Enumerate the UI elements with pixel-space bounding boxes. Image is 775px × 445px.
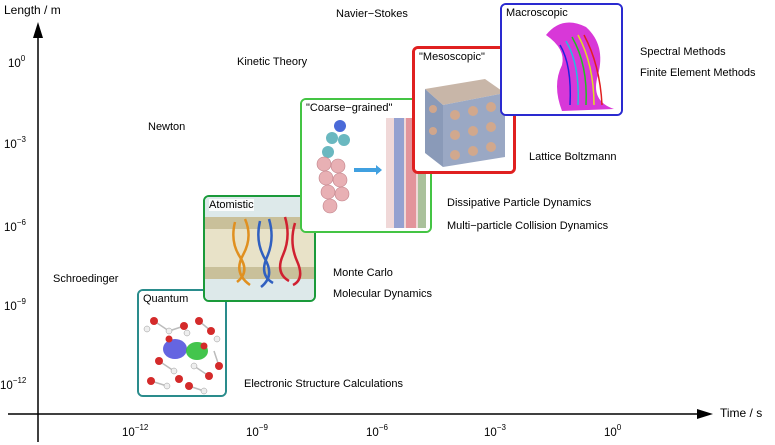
scale-box-quantum: Quantum bbox=[137, 289, 227, 397]
coarse-grained-bead-model-image bbox=[302, 100, 430, 231]
scale-label-mesoscopic: "Mesoscopic" bbox=[419, 51, 485, 63]
method-schroedinger: Schroedinger bbox=[53, 273, 119, 285]
atomistic-membrane-protein-image bbox=[205, 197, 314, 300]
macroscopic-flow-image bbox=[502, 5, 621, 114]
y-tick-label: 10−9 bbox=[4, 297, 26, 313]
x-tick-label: 100 bbox=[604, 423, 622, 439]
method-dpd: Dissipative Particle Dynamics bbox=[447, 197, 592, 209]
method-spectral: Spectral Methods bbox=[640, 46, 726, 58]
y-axis-title: Length / m bbox=[4, 3, 61, 17]
scale-label-quantum: Quantum bbox=[143, 293, 189, 305]
method-mpc: Multi−particle Collision Dynamics bbox=[447, 220, 609, 232]
mesoscopic-cube-image bbox=[415, 49, 513, 171]
method-lattice-boltzmann: Lattice Boltzmann bbox=[529, 151, 617, 163]
y-tick-label: 10−12 bbox=[0, 376, 27, 392]
method-md: Molecular Dynamics bbox=[333, 288, 433, 300]
y-tick-label: 10−3 bbox=[4, 135, 26, 151]
x-tick-label: 10−3 bbox=[484, 423, 506, 439]
x-axis-title: Time / s bbox=[720, 406, 763, 420]
method-navier-stokes: Navier−Stokes bbox=[336, 8, 408, 20]
x-tick-label: 10−12 bbox=[122, 423, 149, 439]
method-kinetic-theory: Kinetic Theory bbox=[237, 56, 308, 68]
method-esc: Electronic Structure Calculations bbox=[244, 378, 403, 390]
x-tick-label: 10−6 bbox=[366, 423, 388, 439]
x-tick-label: 10−9 bbox=[246, 423, 268, 439]
y-tick-label: 10−6 bbox=[4, 218, 26, 234]
x-axis-arrowhead bbox=[697, 409, 713, 419]
y-axis-arrowhead bbox=[33, 22, 43, 38]
scale-label-macroscopic: Macroscopic bbox=[506, 7, 568, 19]
quantum-water-cluster-image bbox=[139, 291, 225, 395]
method-monte-carlo: Monte Carlo bbox=[333, 267, 393, 279]
scale-box-macroscopic: Macroscopic bbox=[500, 3, 623, 116]
scale-label-atomistic: Atomistic bbox=[209, 199, 254, 211]
method-finite-element: Finite Element Methods bbox=[640, 67, 756, 79]
method-newton: Newton bbox=[148, 121, 186, 133]
y-tick-label: 100 bbox=[8, 54, 26, 70]
scale-box-atomistic: Atomistic bbox=[203, 195, 316, 302]
scale-label-coarse-grained: "Coarse−grained" bbox=[306, 102, 393, 114]
